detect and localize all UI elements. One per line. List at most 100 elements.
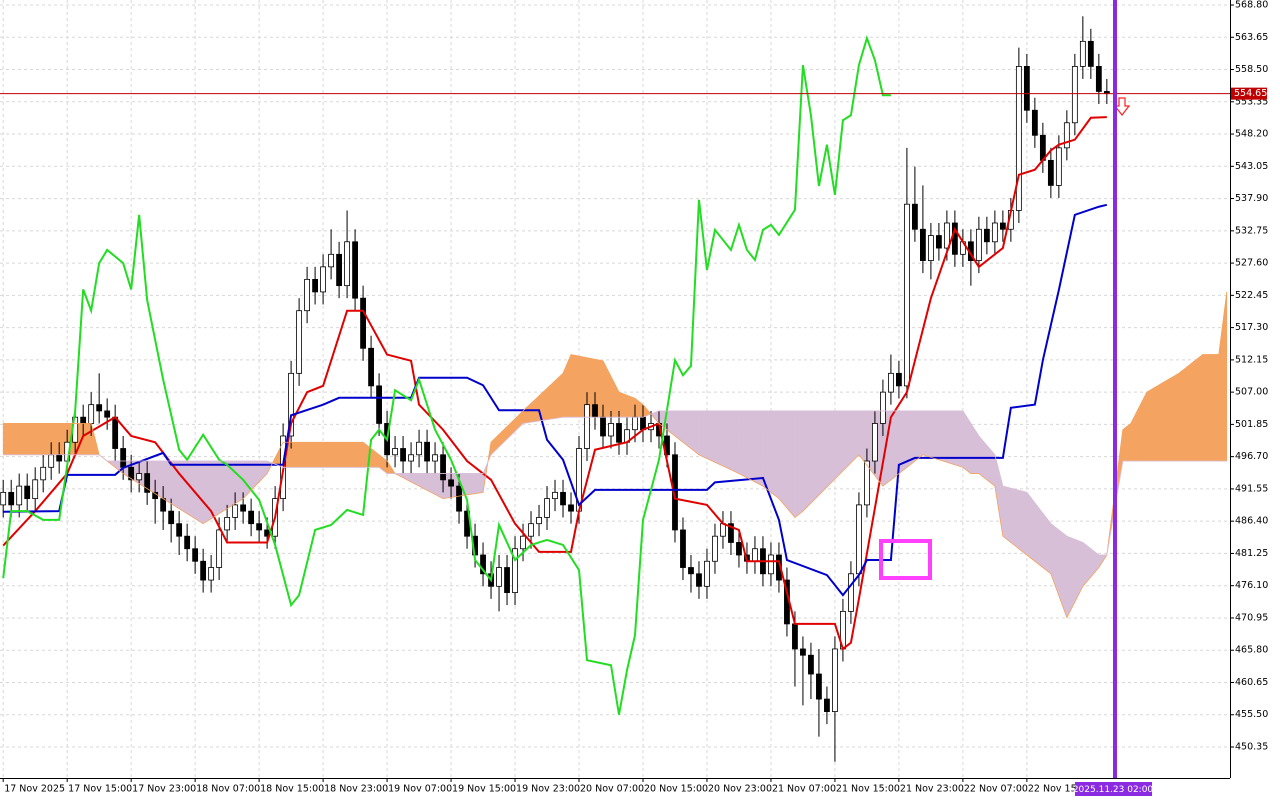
candle-body: [848, 573, 854, 612]
candle-body: [416, 441, 422, 456]
candle-body: [160, 498, 167, 512]
y-tick-label: 527.60: [1235, 258, 1268, 269]
candle-body: [975, 228, 982, 261]
y-tick-label: 496.70: [1235, 451, 1268, 462]
candle-body: [720, 523, 726, 537]
x-tick-label: 20 Nov 23:00: [708, 784, 772, 795]
candle-body: [128, 466, 135, 481]
candle-body: [200, 560, 207, 581]
candle-body: [496, 567, 502, 587]
x-tick-label: 22 Nov 15:00: [1028, 784, 1092, 795]
last-price-box: [1231, 87, 1267, 100]
candle-body: [704, 560, 710, 587]
candle-body: [304, 278, 311, 312]
candle-body: [568, 504, 574, 512]
y-tick-label: 563.65: [1235, 32, 1268, 43]
candle-body: [600, 416, 606, 437]
x-tick-label: 20 Nov 07:00: [580, 784, 644, 795]
indicator-line: [2, 116, 1107, 651]
candle-body: [224, 517, 231, 531]
candle-body: [88, 404, 95, 424]
candle-body: [56, 454, 63, 462]
cloud-edge-line: [3, 291, 1228, 619]
candle-body: [1087, 40, 1094, 67]
x-tick-label: 18 Nov 23:00: [324, 784, 388, 795]
y-tick-label: 512.15: [1235, 354, 1268, 365]
candle-body: [927, 235, 934, 261]
candle-body: [816, 673, 822, 700]
candle-body: [480, 554, 486, 575]
x-tick-label: 18 Nov 07:00: [196, 784, 260, 795]
candle-body: [680, 529, 686, 568]
candle-body: [408, 454, 414, 462]
candle-body: [872, 423, 878, 462]
candle-body: [943, 222, 950, 249]
candle-body: [24, 485, 31, 500]
y-tick-label: 507.00: [1235, 387, 1268, 398]
y-tick-label: 481.25: [1235, 548, 1268, 559]
y-tick-label: 532.75: [1235, 225, 1268, 236]
candle-body: [696, 573, 702, 587]
candle-body: [344, 241, 350, 287]
candle-body: [424, 441, 430, 462]
indicator-line: [2, 35, 891, 715]
y-tick-label: 517.30: [1235, 322, 1268, 333]
candle-body: [768, 554, 774, 575]
y-tick-label: 491.55: [1235, 483, 1268, 494]
candle-body: [1055, 147, 1062, 186]
candle-body: [112, 416, 119, 449]
candle-body: [560, 491, 566, 506]
candle-body: [712, 535, 718, 562]
candle-body: [208, 567, 215, 581]
x-tick-label: 20 Nov 15:00: [644, 784, 708, 795]
candle-body: [1047, 159, 1054, 186]
candle-body: [400, 448, 406, 462]
indicator-lines: [2, 35, 1228, 715]
y-tick-label: 455.50: [1235, 709, 1268, 720]
x-tick-label: 19 Nov 07:00: [388, 784, 452, 795]
candle-body: [392, 448, 398, 456]
candle-body: [584, 404, 590, 449]
y-tick-label: 568.80: [1235, 0, 1268, 11]
candle-body: [352, 241, 358, 299]
y-tick-label: 470.95: [1235, 612, 1268, 623]
candle-body: [1031, 109, 1038, 136]
y-tick-label: 543.05: [1235, 161, 1268, 172]
candle-body: [736, 542, 742, 556]
candle-body: [632, 416, 638, 431]
candle-body: [808, 654, 814, 675]
candle-body: [16, 485, 23, 506]
candle-body: [288, 372, 295, 437]
candle-body: [752, 548, 758, 562]
candle-body: [608, 423, 614, 437]
candle-body: [536, 517, 542, 525]
candle-body: [240, 504, 247, 512]
candle-body: [176, 523, 183, 537]
candle-body: [912, 203, 918, 230]
y-tick-label: 501.85: [1235, 419, 1268, 430]
candle-body: [544, 498, 550, 518]
candle-body: [520, 535, 526, 550]
x-tick-label: 21 Nov 15:00: [836, 784, 900, 795]
candle-body: [1015, 65, 1022, 211]
candle-body: [856, 504, 862, 575]
y-tick-label: 558.50: [1235, 64, 1268, 75]
candle-body: [991, 222, 998, 243]
candle-body: [432, 454, 438, 462]
y-tick-label: 522.45: [1235, 290, 1268, 301]
candle-body: [896, 372, 902, 387]
x-tick-label: 21 Nov 07:00: [772, 784, 836, 795]
candle-body: [1071, 65, 1078, 124]
candle-body: [440, 454, 446, 481]
candle-body: [688, 567, 694, 575]
cloud-segment: [322, 441, 364, 468]
candle-body: [864, 460, 870, 506]
cloud-segment: [282, 441, 324, 468]
last-price-label: 554.65: [1234, 88, 1267, 99]
candle-body: [0, 491, 7, 506]
time-cursor-label: 2025.11.23 02:00: [1073, 785, 1154, 795]
candle-body: [120, 448, 127, 468]
candle-body: [296, 310, 303, 374]
